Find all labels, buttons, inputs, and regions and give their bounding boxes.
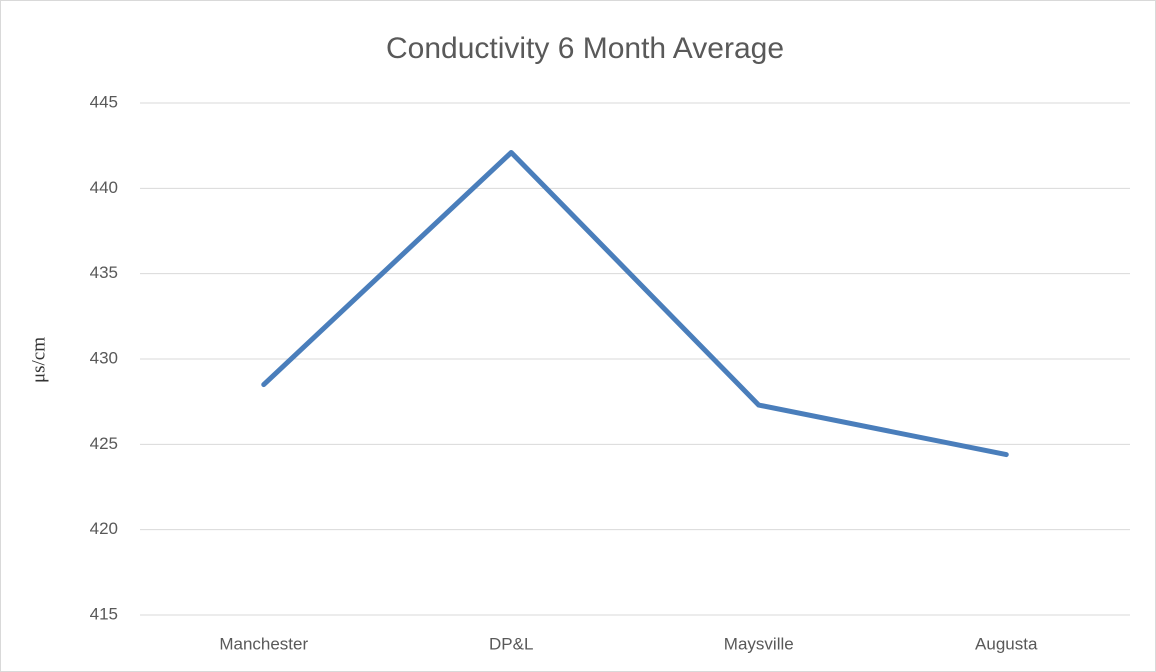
- x-tick-label: Manchester: [219, 634, 308, 653]
- chart-title: Conductivity 6 Month Average: [386, 32, 784, 65]
- y-tick-label: 435: [90, 263, 118, 282]
- y-tick-label: 440: [90, 178, 118, 197]
- y-tick-label: 420: [90, 519, 118, 538]
- x-tick-label: Maysville: [724, 634, 794, 653]
- y-tick-label: 415: [90, 604, 118, 623]
- y-tick-label: 430: [90, 348, 118, 367]
- line-series: [261, 149, 1009, 458]
- y-tick-label: 425: [90, 434, 118, 453]
- x-tick-label: Augusta: [975, 634, 1038, 653]
- x-tick-label: DP&L: [489, 634, 533, 653]
- y-axis-label: μs/cm: [28, 337, 49, 383]
- y-tick-label: 445: [90, 92, 118, 111]
